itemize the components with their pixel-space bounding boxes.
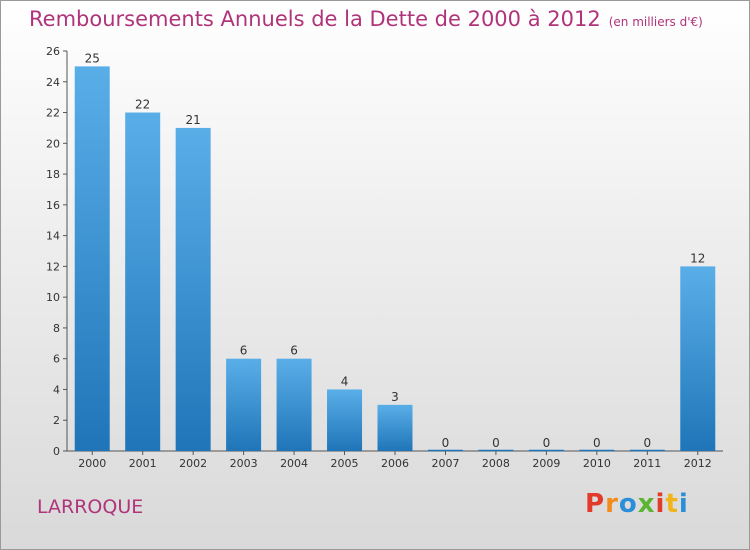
- x-tick-label: 2011: [633, 457, 661, 470]
- x-tick-label: 2007: [431, 457, 459, 470]
- data-label: 25: [85, 51, 100, 65]
- bar: [175, 127, 211, 451]
- data-label: 0: [593, 436, 601, 450]
- x-tick-label: 2003: [230, 457, 258, 470]
- y-tick-label: 22: [46, 107, 60, 120]
- y-tick-label: 0: [53, 445, 60, 458]
- x-tick-label: 2002: [179, 457, 207, 470]
- logo-letter: t: [665, 489, 679, 519]
- logo-letter: o: [618, 489, 638, 519]
- y-tick-label: 18: [46, 168, 60, 181]
- bars: [74, 66, 716, 452]
- commune-name: LARROQUE: [37, 496, 144, 518]
- logo-letter: i: [655, 489, 666, 519]
- bar: [125, 112, 161, 452]
- bar: [377, 404, 413, 451]
- data-label: 6: [240, 344, 248, 358]
- y-tick-label: 2: [53, 414, 60, 427]
- y-tick-label: 12: [46, 260, 60, 273]
- proxiti-logo: Proxiti: [585, 489, 689, 519]
- x-tick-label: 2000: [78, 457, 106, 470]
- x-tick-label: 2006: [381, 457, 409, 470]
- y-tick-label: 14: [46, 230, 60, 243]
- data-label: 12: [690, 251, 705, 265]
- data-label: 22: [135, 98, 150, 112]
- bar: [327, 389, 363, 451]
- x-tick-label: 2005: [331, 457, 359, 470]
- logo-letter: P: [585, 489, 606, 519]
- y-tick-label: 20: [46, 137, 60, 150]
- y-tick-label: 26: [46, 45, 60, 58]
- y-tick-label: 10: [46, 291, 60, 304]
- data-label: 0: [643, 436, 651, 450]
- y-tick-label: 24: [46, 76, 60, 89]
- chart-title: Remboursements Annuels de la Dette de 20…: [29, 7, 703, 31]
- bar: [226, 358, 262, 451]
- bar: [680, 266, 716, 451]
- unit-label: (en milliers d'€): [608, 15, 703, 29]
- logo-letter: x: [637, 489, 656, 519]
- y-tick-label: 16: [46, 199, 60, 212]
- bar: [276, 358, 312, 451]
- bar: [74, 66, 110, 451]
- x-tick-label: 2009: [532, 457, 560, 470]
- x-tick-label: 2008: [482, 457, 510, 470]
- y-tick-label: 6: [53, 353, 60, 366]
- title-text: Remboursements Annuels de la Dette de 20…: [29, 7, 601, 31]
- x-tick-label: 2010: [583, 457, 611, 470]
- data-label: 0: [492, 436, 500, 450]
- data-label: 4: [341, 374, 349, 388]
- x-tick-label: 2012: [684, 457, 712, 470]
- data-label: 3: [391, 390, 399, 404]
- x-tick-label: 2004: [280, 457, 308, 470]
- data-label: 0: [442, 436, 450, 450]
- y-tick-label: 8: [53, 322, 60, 335]
- data-label: 21: [186, 113, 201, 127]
- logo-letter: i: [678, 489, 689, 519]
- data-label: 0: [543, 436, 551, 450]
- x-tick-label: 2001: [129, 457, 157, 470]
- data-label: 6: [290, 344, 298, 358]
- data-labels: 25 22 21 6 6 4 3 0 0 0 0 0 12: [85, 51, 706, 450]
- logo-letter: r: [605, 489, 619, 519]
- y-tick-label: 4: [53, 383, 60, 396]
